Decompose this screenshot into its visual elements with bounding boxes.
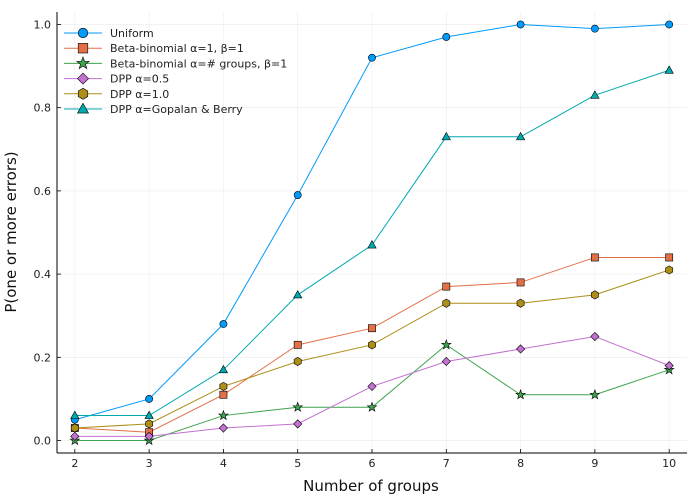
data-point <box>516 20 525 29</box>
legend: Uniform Beta-binomial α=1, β=1 Beta-binomi… <box>64 27 287 116</box>
data-point <box>70 431 80 441</box>
legend-marker <box>76 102 90 114</box>
data-point <box>441 356 451 367</box>
data-point <box>293 356 302 366</box>
data-point <box>665 265 674 275</box>
data-point <box>368 324 376 333</box>
data-point <box>293 289 303 299</box>
y-tick-label: 0.2 <box>34 351 52 364</box>
y-axis-title: P(one or more errors) <box>2 151 20 312</box>
legend-item-1: Beta-binomial α=1, β=1 <box>64 42 244 55</box>
data-point <box>590 24 599 33</box>
series-5 <box>70 65 674 419</box>
legend-marker <box>77 43 89 54</box>
x-tick-label: 6 <box>369 457 376 470</box>
series-0 <box>70 20 674 424</box>
x-tick-label: 4 <box>220 457 227 470</box>
x-tick-label: 7 <box>443 457 450 470</box>
axes: 2 3 4 5 6 7 8 9 10 0.0 0.2 0.4 0.6 0.8 1.0 <box>34 12 687 470</box>
legend-item-5: DPP α=Gopalan & Berry <box>64 102 243 116</box>
legend-label: Beta-binomial α=1, β=1 <box>110 42 244 55</box>
data-point <box>367 240 377 249</box>
y-tick-label: 1.0 <box>34 18 52 31</box>
legend-marker <box>75 56 91 70</box>
data-point <box>293 340 302 349</box>
data-point <box>368 53 376 62</box>
data-point <box>442 298 451 308</box>
data-point <box>515 131 526 141</box>
series-4 <box>70 265 674 433</box>
data-point <box>665 20 674 29</box>
data-point <box>70 423 79 433</box>
data-point <box>664 65 674 74</box>
series-3 <box>70 331 674 441</box>
data-point <box>516 344 526 354</box>
legend-label: DPP α=1.0 <box>110 88 169 101</box>
data-point <box>144 410 154 419</box>
legend-label: Uniform <box>110 27 154 40</box>
data-point <box>219 390 228 399</box>
legend-marker <box>77 72 89 85</box>
y-tick-label: 0.4 <box>34 268 52 281</box>
data-point <box>516 298 525 308</box>
data-point <box>590 290 599 300</box>
data-point <box>442 282 451 291</box>
x-tick-label: 8 <box>517 457 524 470</box>
legend-item-0: Uniform <box>64 27 154 40</box>
legend-label: DPP α=0.5 <box>110 73 169 86</box>
data-point <box>665 253 674 262</box>
data-point <box>515 388 527 400</box>
data-point <box>589 388 601 400</box>
data-point <box>516 278 525 287</box>
data-point <box>590 90 600 99</box>
legend-label: DPP α=Gopalan & Berry <box>110 103 243 116</box>
legend-marker <box>77 87 89 100</box>
y-tick-label: 0.6 <box>34 185 52 198</box>
data-point <box>145 395 154 403</box>
x-tick-label: 5 <box>294 457 301 470</box>
data-point <box>219 320 228 328</box>
data-point <box>664 361 674 371</box>
data-point <box>440 339 452 350</box>
data-point <box>293 191 302 199</box>
x-tick-label: 3 <box>146 457 153 470</box>
data-point <box>441 131 451 141</box>
x-tick-label: 10 <box>662 457 676 470</box>
y-tick-label: 0.0 <box>34 435 52 448</box>
data-point <box>292 401 304 412</box>
data-point <box>217 409 229 421</box>
data-point <box>144 431 154 441</box>
data-point <box>368 340 376 350</box>
data-point <box>218 423 228 433</box>
data-point <box>366 401 378 412</box>
data-point <box>590 253 599 262</box>
data-point <box>442 33 451 41</box>
data-point <box>590 331 600 342</box>
legend-item-4: DPP α=1.0 <box>64 88 169 101</box>
x-tick-label: 2 <box>71 457 78 470</box>
series-group <box>69 20 675 446</box>
y-tick-label: 0.8 <box>34 102 52 115</box>
x-tick-label: 9 <box>591 457 598 470</box>
data-point <box>293 419 303 429</box>
legend-label: Beta-binomial α=# groups, β=1 <box>110 57 287 70</box>
data-point <box>70 410 80 419</box>
legend-item-2: Beta-binomial α=# groups, β=1 <box>64 56 287 70</box>
grid <box>57 12 687 453</box>
data-point <box>218 364 229 374</box>
data-point <box>219 381 228 391</box>
data-point <box>367 381 377 391</box>
legend-item-3: DPP α=0.5 <box>64 73 169 86</box>
data-point <box>145 419 154 429</box>
legend-marker <box>77 27 89 39</box>
x-axis-title: Number of groups <box>303 477 439 495</box>
